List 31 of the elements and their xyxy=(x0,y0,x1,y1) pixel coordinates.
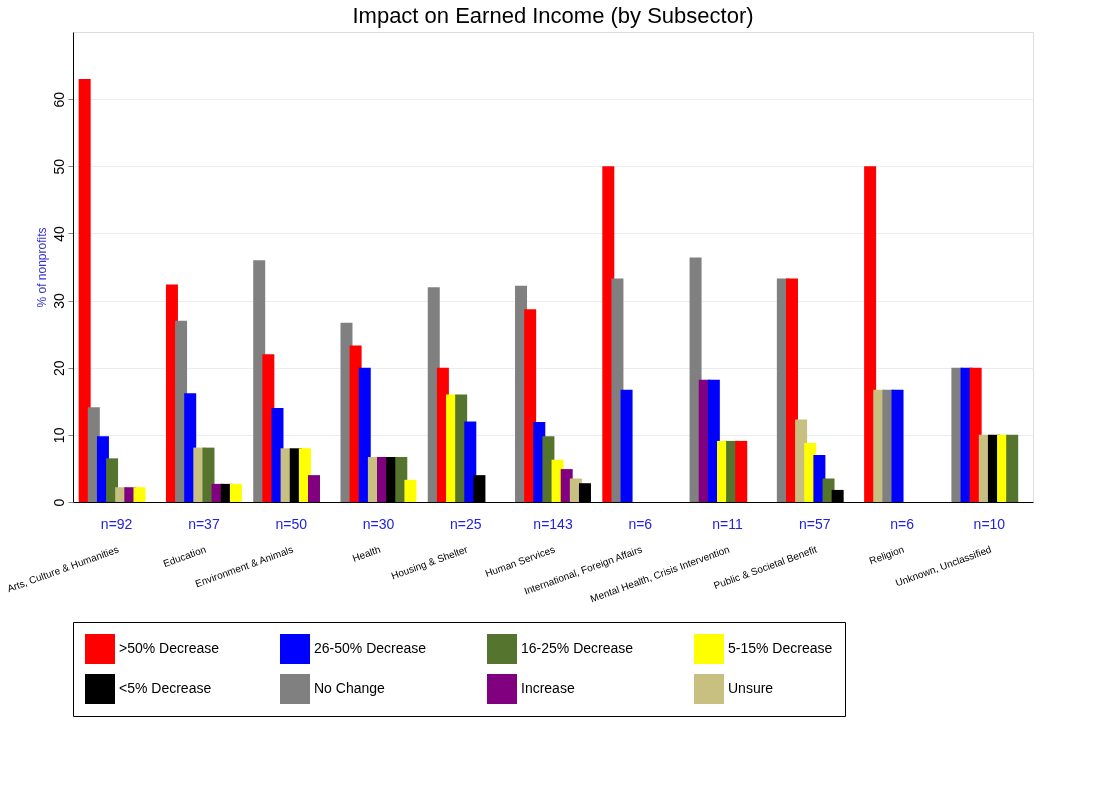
text: n=30 xyxy=(362,516,395,532)
legend-label: 16-25% Decrease xyxy=(521,640,634,656)
y-axis-title: % of nonprofits xyxy=(34,227,49,308)
legend-label: >50% Decrease xyxy=(119,640,220,656)
legend-label: <5% Decrease xyxy=(119,680,212,696)
legend-label: Unsure xyxy=(728,680,774,696)
y-tick-label: 50 xyxy=(50,158,67,175)
x-tick-label: Housing & Shelter xyxy=(389,543,470,582)
text: n=6 xyxy=(890,516,915,532)
y-tick-label: 30 xyxy=(50,293,67,309)
legend-label: 5-15% Decrease xyxy=(728,640,833,656)
text: n=143 xyxy=(533,516,573,532)
x-tick-label: Religion xyxy=(867,543,906,567)
text: n=92 xyxy=(100,516,133,532)
text: n=6 xyxy=(628,516,653,532)
legend-label: 26-50% Decrease xyxy=(314,640,427,656)
y-tick-label: 20 xyxy=(50,360,67,376)
legend-label: Increase xyxy=(521,680,575,696)
y-tick-label: 0 xyxy=(50,498,67,507)
x-tick-label: Health xyxy=(350,543,382,564)
text: n=37 xyxy=(188,516,220,532)
y-tick-label: 40 xyxy=(50,225,67,242)
text: n=10 xyxy=(973,516,1006,532)
chart-title: Impact on Earned Income (by Subsector) xyxy=(352,3,754,28)
text: n=11 xyxy=(712,516,743,532)
y-tick-label: 10 xyxy=(50,427,67,444)
text: n=25 xyxy=(449,516,482,532)
text: n=57 xyxy=(799,516,831,532)
text: n=50 xyxy=(275,516,308,532)
legend-label: No Change xyxy=(314,680,386,696)
y-tick-label: 60 xyxy=(50,91,67,108)
